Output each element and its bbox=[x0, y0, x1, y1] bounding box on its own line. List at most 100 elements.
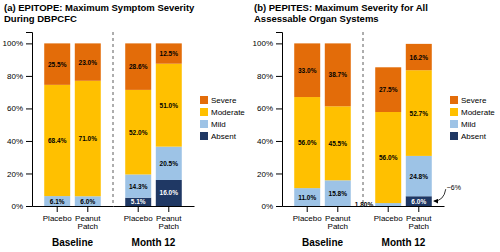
y-tick-mark bbox=[26, 141, 32, 142]
y-tick: 40% bbox=[7, 137, 32, 146]
bar-segment bbox=[75, 81, 101, 196]
x-tick: Placebo bbox=[124, 206, 153, 223]
data-label: 56.0% bbox=[298, 139, 317, 146]
chart-svg: 0%20%40%60%80%100%PlaceboPeanutPatchBase… bbox=[0, 0, 500, 252]
data-label: 15.8% bbox=[329, 190, 348, 197]
legend-item: Severe bbox=[200, 96, 237, 105]
y-tick-mark bbox=[276, 76, 282, 77]
y-axis: 0% 20% 40% 60% 80% 100% bbox=[3, 33, 33, 212]
bar-series bbox=[294, 43, 432, 112]
x-tick-label: Placebo bbox=[293, 214, 322, 223]
x-tick-mark bbox=[307, 206, 308, 212]
legend-swatch bbox=[200, 120, 208, 128]
x-axis-line bbox=[364, 206, 445, 207]
y-tick: 60% bbox=[7, 104, 32, 113]
bar-segment bbox=[125, 174, 151, 197]
y-tick-label: 100% bbox=[253, 39, 273, 48]
legend-item: Absent bbox=[450, 132, 487, 141]
x-axis: PlaceboPeanutPatch bbox=[33, 206, 114, 231]
group-label: Month 12 bbox=[382, 237, 426, 248]
data-label: 38.7% bbox=[329, 71, 348, 78]
y-tick: 80% bbox=[257, 72, 282, 81]
legend-item: Mild bbox=[450, 120, 476, 129]
y-tick: 80% bbox=[7, 72, 32, 81]
legend-item: Moderate bbox=[200, 108, 245, 117]
y-tick-label: 60% bbox=[7, 104, 23, 113]
x-tick-mark bbox=[138, 206, 139, 212]
bar-segment bbox=[125, 43, 151, 90]
x-tick-label: Placebo bbox=[43, 214, 72, 223]
data-label: 5.1% bbox=[131, 198, 146, 205]
y-tick-mark bbox=[26, 206, 32, 207]
x-axis-line bbox=[283, 206, 364, 207]
y-tick-label: 100% bbox=[3, 39, 23, 48]
title: (b) PEPITES: Maximum Severity for AllAss… bbox=[254, 2, 428, 24]
y-tick-label: 80% bbox=[257, 72, 273, 81]
x-tick: PeanutPatch bbox=[325, 206, 351, 231]
legend-swatch bbox=[450, 96, 458, 104]
y-tick-label: 20% bbox=[7, 170, 23, 179]
x-tick: PeanutPatch bbox=[75, 206, 101, 231]
data-label: 1.80% bbox=[355, 201, 374, 208]
legend-swatch bbox=[450, 120, 458, 128]
bar-segment bbox=[125, 90, 151, 175]
bar-segment bbox=[156, 180, 182, 206]
x-tick-mark bbox=[57, 206, 58, 212]
data-label: 52.0% bbox=[129, 129, 148, 136]
x-tick: Placebo bbox=[293, 206, 322, 223]
y-tick: 0% bbox=[11, 202, 32, 211]
bar-segment bbox=[325, 106, 351, 180]
title: (a) EPITOPE: Maximum Symptom SeverityDur… bbox=[4, 2, 195, 24]
bar-segment bbox=[406, 196, 432, 206]
bar-segment bbox=[75, 43, 101, 80]
x-tick-label: Placebo bbox=[374, 214, 403, 223]
data-label: 25.5% bbox=[48, 61, 67, 68]
data-label: 6.0% bbox=[411, 198, 426, 205]
data-label: 27.5% bbox=[379, 86, 398, 93]
legend-label: Mild bbox=[461, 120, 476, 129]
data-label: 16.2% bbox=[410, 54, 429, 61]
bar-segment bbox=[44, 196, 70, 206]
legend-label: Moderate bbox=[211, 108, 245, 117]
bar-segment bbox=[75, 196, 101, 206]
legend-swatch bbox=[450, 132, 458, 140]
x-axis-line bbox=[114, 206, 195, 207]
y-tick: 40% bbox=[257, 137, 282, 146]
y-tick-label: 0% bbox=[261, 202, 273, 211]
y-tick-mark bbox=[276, 43, 282, 44]
annotation: ~6% bbox=[447, 184, 461, 191]
panel: 0%20%40%60%80%100%PlaceboPeanutPatchBase… bbox=[3, 2, 246, 248]
bar-segment bbox=[375, 203, 401, 206]
data-label: 28.6% bbox=[129, 63, 148, 70]
data-label: 6.0% bbox=[80, 198, 95, 205]
x-axis: PlaceboPeanutPatch bbox=[283, 206, 364, 231]
legend-label: Mild bbox=[211, 120, 226, 129]
y-tick-label: 20% bbox=[257, 170, 273, 179]
x-tick-label: PeanutPatch bbox=[75, 214, 101, 232]
x-axis: PlaceboPeanutPatch bbox=[364, 206, 445, 231]
group-separator bbox=[113, 32, 114, 206]
legend-swatch bbox=[200, 108, 208, 116]
legend: Severe Moderate Mild Absent bbox=[200, 96, 245, 141]
legend-label: Severe bbox=[461, 96, 487, 105]
group-label: Month 12 bbox=[132, 237, 176, 248]
y-axis-line bbox=[276, 33, 283, 207]
x-tick-label: Placebo bbox=[124, 214, 153, 223]
bar-segment bbox=[375, 112, 401, 203]
y-tick-mark bbox=[26, 173, 32, 174]
legend-label: Moderate bbox=[461, 108, 495, 117]
data-label: 52.7% bbox=[410, 110, 429, 117]
y-tick: 60% bbox=[257, 104, 282, 113]
legend-item: Mild bbox=[200, 120, 226, 129]
bar-segment bbox=[325, 43, 351, 106]
x-tick-mark bbox=[87, 206, 88, 212]
legend-label: Absent bbox=[211, 132, 237, 141]
group-separator bbox=[363, 32, 364, 206]
panel: 0%20%40%60%80%100%PlaceboPeanutPatchBase… bbox=[253, 2, 496, 248]
data-label: 56.0% bbox=[379, 154, 398, 161]
y-tick: 20% bbox=[257, 170, 282, 179]
bar-segment bbox=[294, 97, 320, 188]
legend-item: Moderate bbox=[450, 108, 495, 117]
group-label: Baseline bbox=[52, 237, 94, 248]
y-tick: 0% bbox=[261, 202, 282, 211]
